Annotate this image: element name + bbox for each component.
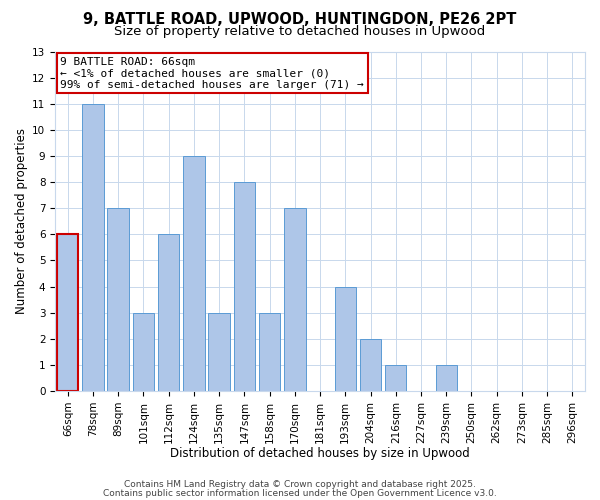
Bar	[233, 182, 255, 391]
Bar	[335, 286, 356, 391]
Text: Contains public sector information licensed under the Open Government Licence v3: Contains public sector information licen…	[103, 488, 497, 498]
Bar	[82, 104, 104, 391]
Text: Size of property relative to detached houses in Upwood: Size of property relative to detached ho…	[115, 25, 485, 38]
Bar	[259, 312, 280, 391]
Bar	[57, 234, 79, 391]
Bar	[107, 208, 129, 391]
Bar	[208, 312, 230, 391]
Text: 9, BATTLE ROAD, UPWOOD, HUNTINGDON, PE26 2PT: 9, BATTLE ROAD, UPWOOD, HUNTINGDON, PE26…	[83, 12, 517, 28]
Text: 9 BATTLE ROAD: 66sqm
← <1% of detached houses are smaller (0)
99% of semi-detach: 9 BATTLE ROAD: 66sqm ← <1% of detached h…	[61, 56, 364, 90]
Bar	[158, 234, 179, 391]
Bar	[360, 339, 381, 391]
X-axis label: Distribution of detached houses by size in Upwood: Distribution of detached houses by size …	[170, 447, 470, 460]
Bar	[133, 312, 154, 391]
Bar	[183, 156, 205, 391]
Bar	[385, 365, 406, 391]
Bar	[436, 365, 457, 391]
Y-axis label: Number of detached properties: Number of detached properties	[15, 128, 28, 314]
Text: Contains HM Land Registry data © Crown copyright and database right 2025.: Contains HM Land Registry data © Crown c…	[124, 480, 476, 489]
Bar	[284, 208, 305, 391]
